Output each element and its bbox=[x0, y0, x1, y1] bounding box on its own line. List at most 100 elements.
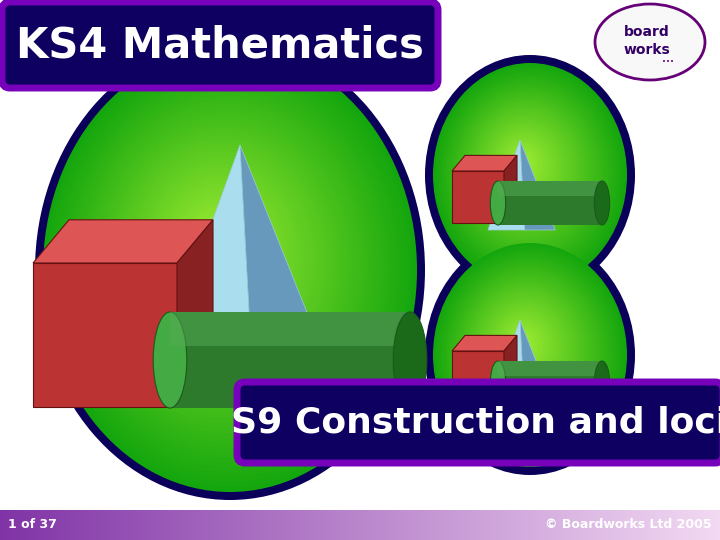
Polygon shape bbox=[452, 351, 504, 403]
Ellipse shape bbox=[449, 261, 608, 444]
Ellipse shape bbox=[504, 323, 543, 368]
Ellipse shape bbox=[187, 215, 247, 286]
Ellipse shape bbox=[465, 279, 589, 422]
Ellipse shape bbox=[594, 181, 610, 225]
Ellipse shape bbox=[436, 67, 623, 282]
Ellipse shape bbox=[456, 269, 600, 435]
Polygon shape bbox=[488, 140, 525, 230]
Ellipse shape bbox=[156, 179, 283, 330]
Ellipse shape bbox=[139, 159, 304, 355]
Ellipse shape bbox=[71, 80, 384, 453]
Ellipse shape bbox=[513, 333, 532, 355]
Polygon shape bbox=[160, 145, 252, 365]
Ellipse shape bbox=[84, 96, 369, 433]
Ellipse shape bbox=[481, 297, 570, 400]
Ellipse shape bbox=[511, 331, 534, 358]
Polygon shape bbox=[177, 220, 213, 407]
Ellipse shape bbox=[482, 119, 568, 218]
Ellipse shape bbox=[444, 255, 614, 452]
Text: © Boardworks Ltd 2005: © Boardworks Ltd 2005 bbox=[545, 518, 712, 531]
Polygon shape bbox=[488, 320, 525, 410]
Ellipse shape bbox=[393, 312, 427, 408]
Ellipse shape bbox=[129, 147, 315, 369]
Ellipse shape bbox=[204, 235, 227, 262]
Ellipse shape bbox=[518, 159, 526, 168]
Ellipse shape bbox=[46, 52, 413, 487]
Ellipse shape bbox=[472, 287, 580, 413]
Ellipse shape bbox=[194, 223, 239, 276]
Ellipse shape bbox=[513, 153, 532, 176]
Ellipse shape bbox=[470, 105, 582, 235]
Ellipse shape bbox=[436, 247, 623, 462]
Ellipse shape bbox=[201, 231, 230, 267]
Ellipse shape bbox=[435, 245, 625, 464]
Ellipse shape bbox=[440, 251, 618, 457]
Ellipse shape bbox=[490, 181, 505, 225]
Polygon shape bbox=[33, 263, 177, 407]
Ellipse shape bbox=[486, 303, 564, 393]
Ellipse shape bbox=[433, 243, 627, 467]
Polygon shape bbox=[504, 335, 517, 403]
Ellipse shape bbox=[481, 117, 570, 220]
Polygon shape bbox=[33, 220, 213, 263]
Ellipse shape bbox=[104, 120, 344, 404]
Ellipse shape bbox=[449, 81, 608, 265]
Polygon shape bbox=[520, 140, 555, 230]
Ellipse shape bbox=[493, 311, 555, 383]
Ellipse shape bbox=[486, 123, 564, 213]
Ellipse shape bbox=[479, 115, 572, 222]
Ellipse shape bbox=[442, 253, 616, 455]
Ellipse shape bbox=[500, 139, 547, 193]
Ellipse shape bbox=[477, 293, 575, 405]
Ellipse shape bbox=[595, 4, 705, 80]
Ellipse shape bbox=[475, 291, 577, 408]
Ellipse shape bbox=[475, 111, 577, 227]
Ellipse shape bbox=[482, 299, 568, 397]
Ellipse shape bbox=[446, 77, 612, 269]
Ellipse shape bbox=[462, 95, 593, 247]
Ellipse shape bbox=[463, 97, 591, 245]
Ellipse shape bbox=[497, 315, 551, 377]
Ellipse shape bbox=[88, 100, 364, 428]
Ellipse shape bbox=[520, 341, 523, 346]
Ellipse shape bbox=[485, 121, 566, 215]
Text: board: board bbox=[624, 25, 670, 39]
Ellipse shape bbox=[488, 305, 562, 390]
Ellipse shape bbox=[160, 183, 279, 326]
Ellipse shape bbox=[435, 65, 625, 285]
Polygon shape bbox=[170, 312, 410, 346]
Ellipse shape bbox=[77, 88, 377, 443]
Ellipse shape bbox=[456, 89, 600, 255]
Ellipse shape bbox=[479, 295, 572, 402]
Polygon shape bbox=[240, 145, 328, 365]
Ellipse shape bbox=[467, 101, 587, 240]
Ellipse shape bbox=[504, 143, 543, 188]
Ellipse shape bbox=[176, 203, 259, 301]
Ellipse shape bbox=[50, 56, 409, 482]
Ellipse shape bbox=[467, 281, 587, 420]
Polygon shape bbox=[170, 312, 410, 408]
Text: KS4 Mathematics: KS4 Mathematics bbox=[16, 24, 424, 66]
Ellipse shape bbox=[108, 124, 340, 399]
Ellipse shape bbox=[509, 149, 536, 180]
Ellipse shape bbox=[112, 127, 336, 394]
Ellipse shape bbox=[132, 152, 312, 364]
Ellipse shape bbox=[91, 104, 360, 423]
Ellipse shape bbox=[492, 129, 557, 205]
Ellipse shape bbox=[459, 93, 595, 250]
Ellipse shape bbox=[438, 249, 621, 460]
Ellipse shape bbox=[518, 339, 526, 348]
Polygon shape bbox=[498, 181, 602, 225]
Text: S9 Construction and loci: S9 Construction and loci bbox=[231, 406, 720, 440]
Polygon shape bbox=[498, 361, 602, 376]
Ellipse shape bbox=[98, 112, 352, 414]
Ellipse shape bbox=[515, 155, 530, 173]
Ellipse shape bbox=[184, 211, 251, 291]
Ellipse shape bbox=[454, 87, 602, 257]
Ellipse shape bbox=[498, 317, 549, 375]
Ellipse shape bbox=[505, 145, 541, 185]
Ellipse shape bbox=[490, 361, 505, 405]
Ellipse shape bbox=[102, 116, 348, 409]
Ellipse shape bbox=[166, 191, 271, 315]
Ellipse shape bbox=[469, 103, 585, 238]
